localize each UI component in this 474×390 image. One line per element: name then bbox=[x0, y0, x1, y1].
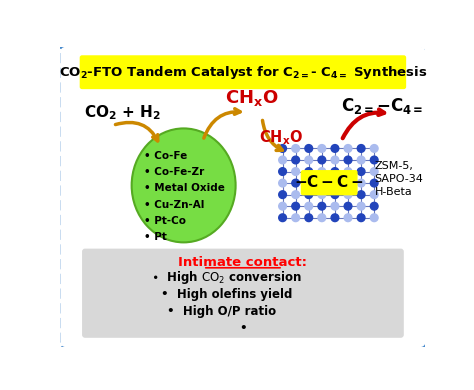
Circle shape bbox=[292, 168, 300, 176]
FancyBboxPatch shape bbox=[83, 249, 403, 337]
Circle shape bbox=[292, 202, 300, 210]
Circle shape bbox=[331, 202, 339, 210]
Circle shape bbox=[370, 202, 378, 210]
Circle shape bbox=[318, 214, 326, 222]
Circle shape bbox=[318, 202, 326, 210]
Ellipse shape bbox=[132, 128, 236, 242]
Text: $\mathbf{CH_xO}$: $\mathbf{CH_xO}$ bbox=[259, 128, 302, 147]
Circle shape bbox=[331, 145, 339, 152]
Circle shape bbox=[318, 168, 326, 176]
Circle shape bbox=[357, 202, 365, 210]
Text: • Co-Fe: • Co-Fe bbox=[144, 151, 187, 161]
Circle shape bbox=[344, 145, 352, 152]
Circle shape bbox=[344, 168, 352, 176]
Circle shape bbox=[331, 191, 339, 199]
Circle shape bbox=[357, 156, 365, 164]
Circle shape bbox=[305, 191, 313, 199]
Circle shape bbox=[357, 214, 365, 222]
Text: •: • bbox=[239, 322, 247, 335]
Circle shape bbox=[344, 214, 352, 222]
Text: $\mathbf{-C-C-}$: $\mathbf{-C-C-}$ bbox=[294, 174, 364, 190]
Text: Intimate contact:: Intimate contact: bbox=[178, 256, 308, 269]
FancyBboxPatch shape bbox=[59, 45, 427, 349]
Circle shape bbox=[305, 202, 313, 210]
Text: • Cu-Zn-Al: • Cu-Zn-Al bbox=[144, 200, 204, 210]
Circle shape bbox=[279, 191, 286, 199]
Text: $\mathbf{C_{2=}}$$\mathbf{-C_{4=}}$: $\mathbf{C_{2=}}$$\mathbf{-C_{4=}}$ bbox=[341, 96, 423, 116]
Circle shape bbox=[331, 156, 339, 164]
Text: $\bullet$  High $\mathrm{CO_2}$ conversion: $\bullet$ High $\mathrm{CO_2}$ conversio… bbox=[151, 269, 302, 286]
Text: • Pt-Co: • Pt-Co bbox=[144, 216, 186, 226]
Circle shape bbox=[292, 214, 300, 222]
FancyBboxPatch shape bbox=[301, 171, 357, 195]
Circle shape bbox=[344, 156, 352, 164]
Circle shape bbox=[370, 156, 378, 164]
Circle shape bbox=[357, 145, 365, 152]
Circle shape bbox=[370, 191, 378, 199]
Text: $\mathbf{CO_2}$-FTO Tandem Catalyst for $\mathbf{C_{2=}}$- $\mathbf{C_{4=}}$ Syn: $\mathbf{CO_2}$-FTO Tandem Catalyst for … bbox=[59, 64, 427, 81]
Circle shape bbox=[344, 202, 352, 210]
Circle shape bbox=[292, 191, 300, 199]
Circle shape bbox=[318, 179, 326, 187]
Circle shape bbox=[370, 179, 378, 187]
Text: $\mathbf{CO_2}$ + $\mathbf{H_2}$: $\mathbf{CO_2}$ + $\mathbf{H_2}$ bbox=[83, 103, 161, 122]
Circle shape bbox=[370, 168, 378, 176]
Circle shape bbox=[318, 156, 326, 164]
Circle shape bbox=[331, 179, 339, 187]
Text: • Co-Fe-Zr: • Co-Fe-Zr bbox=[144, 167, 204, 177]
Circle shape bbox=[305, 156, 313, 164]
Circle shape bbox=[292, 156, 300, 164]
Circle shape bbox=[279, 156, 286, 164]
Circle shape bbox=[305, 168, 313, 176]
Circle shape bbox=[279, 145, 286, 152]
Circle shape bbox=[357, 168, 365, 176]
Circle shape bbox=[331, 214, 339, 222]
Circle shape bbox=[331, 168, 339, 176]
Circle shape bbox=[370, 214, 378, 222]
Circle shape bbox=[305, 145, 313, 152]
Circle shape bbox=[292, 179, 300, 187]
Text: • Metal Oxide: • Metal Oxide bbox=[144, 183, 225, 193]
Circle shape bbox=[305, 214, 313, 222]
Circle shape bbox=[344, 191, 352, 199]
Circle shape bbox=[279, 202, 286, 210]
Circle shape bbox=[279, 179, 286, 187]
Text: • Pt: • Pt bbox=[144, 232, 166, 242]
Circle shape bbox=[305, 179, 313, 187]
Circle shape bbox=[370, 145, 378, 152]
Circle shape bbox=[279, 214, 286, 222]
Circle shape bbox=[344, 179, 352, 187]
Circle shape bbox=[318, 191, 326, 199]
Circle shape bbox=[357, 179, 365, 187]
Text: •  High O/P ratio: • High O/P ratio bbox=[167, 305, 276, 318]
Circle shape bbox=[357, 191, 365, 199]
Circle shape bbox=[279, 168, 286, 176]
FancyBboxPatch shape bbox=[80, 55, 406, 89]
Circle shape bbox=[292, 145, 300, 152]
Text: ZSM-5,
SAPO-34
H-Beta: ZSM-5, SAPO-34 H-Beta bbox=[374, 161, 423, 197]
Text: $\mathbf{CH_xO}$: $\mathbf{CH_xO}$ bbox=[225, 89, 278, 108]
Circle shape bbox=[318, 145, 326, 152]
Text: •  High olefins yield: • High olefins yield bbox=[161, 288, 292, 301]
